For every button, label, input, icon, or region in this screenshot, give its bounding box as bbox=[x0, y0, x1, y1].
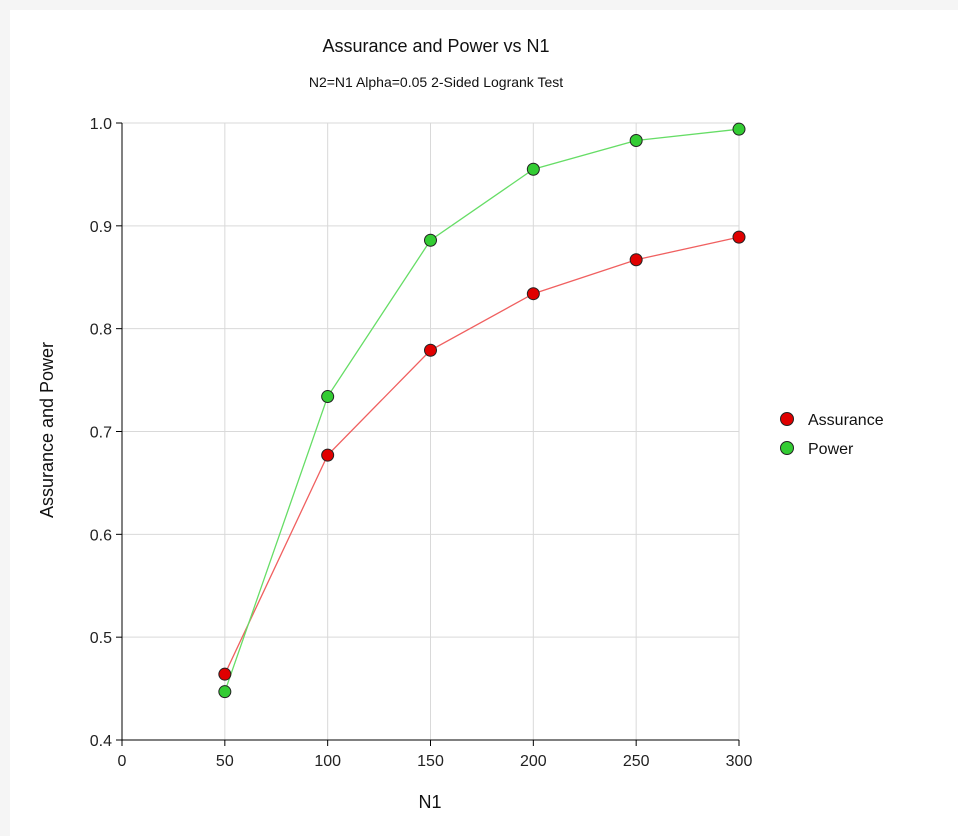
x-tick-label: 300 bbox=[726, 753, 753, 770]
assurance-line bbox=[224, 236, 740, 675]
assurance-point bbox=[732, 230, 746, 244]
legend-marker-assurance bbox=[780, 412, 794, 426]
chart-title: Assurance and Power vs N1 bbox=[322, 36, 549, 56]
y-tick-label: 1.0 bbox=[90, 116, 112, 133]
assurance-point bbox=[526, 287, 540, 301]
power-point bbox=[321, 390, 335, 404]
y-tick-label: 0.7 bbox=[90, 425, 112, 442]
assurance-point bbox=[629, 253, 643, 267]
series-group bbox=[218, 122, 746, 699]
power-point bbox=[629, 133, 643, 147]
y-tick-label: 0.9 bbox=[90, 219, 112, 236]
power-line bbox=[224, 128, 740, 692]
legend-label-power: Power bbox=[808, 441, 854, 458]
y-tick-label: 0.8 bbox=[90, 322, 112, 339]
power-point bbox=[732, 122, 746, 136]
legend-marker-power bbox=[780, 441, 794, 455]
axes bbox=[116, 122, 740, 746]
legend-label-assurance: Assurance bbox=[808, 412, 884, 429]
x-axis-label: N1 bbox=[418, 792, 441, 812]
y-tick-label: 0.6 bbox=[90, 527, 112, 544]
chart-subtitle: N2=N1 Alpha=0.05 2-Sided Logrank Test bbox=[309, 74, 563, 90]
x-tick-label: 200 bbox=[520, 753, 547, 770]
x-tick-label: 250 bbox=[623, 753, 650, 770]
power-point bbox=[218, 685, 232, 699]
chart-svg: Assurance and Power vs N1 N2=N1 Alpha=0.… bbox=[37, 36, 884, 812]
x-tick-label: 100 bbox=[314, 753, 341, 770]
tick-labels: 0 50 100 150 200 250 300 0.4 0.5 0.6 0.7 0.8 0.9 1.0 bbox=[90, 116, 753, 770]
power-point bbox=[424, 233, 437, 247]
y-tick-label: 0.4 bbox=[90, 733, 112, 750]
power-point bbox=[526, 162, 540, 176]
grid bbox=[122, 122, 740, 740]
y-axis-label: Assurance and Power bbox=[37, 342, 57, 518]
assurance-point bbox=[321, 448, 335, 462]
x-tick-label: 50 bbox=[216, 753, 234, 770]
y-tick-label: 0.5 bbox=[90, 630, 112, 647]
x-tick-label: 0 bbox=[118, 753, 127, 770]
legend: Assurance Power bbox=[780, 412, 884, 458]
x-tick-label: 150 bbox=[417, 753, 444, 770]
assurance-point bbox=[424, 343, 437, 357]
assurance-point bbox=[218, 667, 232, 681]
chart-panel: Assurance and Power vs N1 N2=N1 Alpha=0.… bbox=[10, 10, 958, 836]
